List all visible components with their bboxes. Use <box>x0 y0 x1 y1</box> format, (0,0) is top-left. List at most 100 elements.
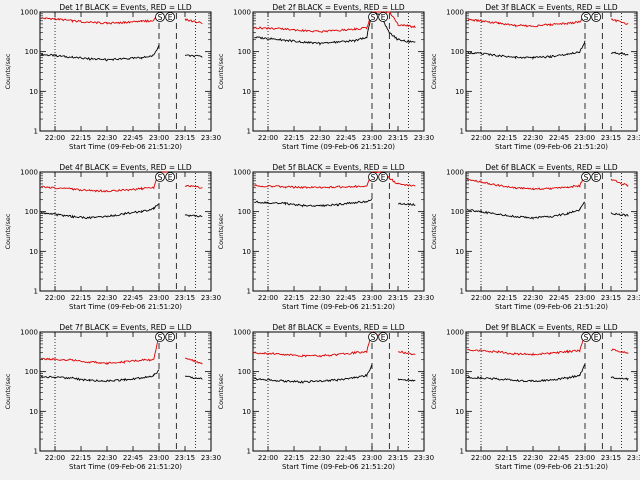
x-tick-label: 23:30 <box>201 294 221 302</box>
x-tick-label: 23:00 <box>149 134 169 142</box>
series-line-events <box>254 199 373 208</box>
detector-panel-5: Det 5f BLACK = Events, RED = LLD Counts/s… <box>217 163 434 311</box>
x-tick-label: 22:45 <box>336 134 356 142</box>
x-tick-label: 22:15 <box>71 454 91 462</box>
x-tick-label: 22:00 <box>45 134 65 142</box>
marker-label-s: S <box>371 333 376 342</box>
y-tick-label: 100 <box>238 208 251 216</box>
marker-circle <box>378 172 389 182</box>
x-tick-label: 22:00 <box>471 134 491 142</box>
series-line-lld <box>466 333 586 357</box>
plot-frame <box>39 171 212 292</box>
x-tick-label: 23:00 <box>575 134 595 142</box>
x-tick-label: 22:45 <box>549 294 569 302</box>
plot-frame <box>39 331 212 452</box>
x-tick-label: 22:45 <box>123 294 143 302</box>
series-line-lld <box>610 348 629 354</box>
y-tick-label: 1 <box>460 128 464 136</box>
series-line-events <box>184 54 203 58</box>
marker-label-s: S <box>371 173 376 182</box>
x-tick-label: 23:30 <box>627 134 640 142</box>
marker-circle <box>581 172 591 182</box>
y-axis-label: Counts/sec <box>217 373 225 409</box>
marker-label-s: S <box>371 13 376 22</box>
marker-label-e: E <box>381 173 386 182</box>
series-line-events <box>610 51 629 56</box>
plot-frame <box>252 171 425 292</box>
x-tick-label: 22:30 <box>310 294 330 302</box>
series-line-lld <box>253 331 382 358</box>
y-tick-label: 100 <box>451 368 464 376</box>
y-axis-label: Counts/sec <box>4 53 12 89</box>
marker-label-e: E <box>594 13 599 22</box>
plot-title: Det 4f BLACK = Events, RED = LLD <box>59 163 192 172</box>
x-axis-label: Start Time (09-Feb-06 21:51:20) <box>69 463 182 471</box>
x-axis-label: Start Time (09-Feb-06 21:51:20) <box>282 143 395 151</box>
x-axis-label: Start Time (09-Feb-06 21:51:20) <box>282 303 395 311</box>
series-line-events <box>610 376 629 381</box>
x-tick-label: 23:00 <box>149 294 169 302</box>
series-line-events <box>184 375 203 380</box>
y-tick-label: 10 <box>242 408 251 416</box>
y-tick-label: 1 <box>34 128 38 136</box>
plot-frame <box>465 11 638 132</box>
plot-frame <box>252 11 425 132</box>
plot-title: Det 9f BLACK = Events, RED = LLD <box>485 323 618 332</box>
x-tick-label: 22:15 <box>284 134 304 142</box>
x-axis-label: Start Time (09-Feb-06 21:51:20) <box>495 303 608 311</box>
x-tick-label: 23:00 <box>575 454 595 462</box>
x-tick-label: 23:15 <box>175 294 195 302</box>
x-tick-label: 23:30 <box>627 454 640 462</box>
x-tick-label: 22:30 <box>310 454 330 462</box>
series-line-lld <box>253 11 416 33</box>
detector-panel-3: Det 3f BLACK = Events, RED = LLD Counts/s… <box>430 3 640 151</box>
series-line-lld <box>40 334 160 365</box>
series-line-lld <box>40 12 160 25</box>
marker-circle <box>591 172 602 182</box>
series-line-events <box>40 203 160 220</box>
y-tick-label: 1 <box>34 448 38 456</box>
series-line-lld <box>467 13 586 28</box>
x-tick-label: 22:45 <box>549 134 569 142</box>
x-tick-label: 22:45 <box>549 454 569 462</box>
y-axis-label: Counts/sec <box>4 373 12 409</box>
marker-circle <box>155 172 165 182</box>
x-tick-label: 22:30 <box>523 294 543 302</box>
x-tick-label: 22:45 <box>123 134 143 142</box>
marker-label-e: E <box>594 333 599 342</box>
y-axis-label: Counts/sec <box>217 213 225 249</box>
x-axis-label: Start Time (09-Feb-06 21:51:20) <box>69 303 182 311</box>
series-line-lld <box>184 18 203 25</box>
marker-label-e: E <box>594 173 599 182</box>
series-line-lld <box>41 171 168 193</box>
x-tick-label: 23:15 <box>388 134 408 142</box>
y-axis-label: Counts/sec <box>217 53 225 89</box>
y-tick-label: 1000 <box>446 169 464 177</box>
marker-circle <box>581 12 591 22</box>
marker-circle <box>165 332 176 342</box>
marker-label-s: S <box>584 333 589 342</box>
y-tick-label: 1 <box>460 288 464 296</box>
y-tick-label: 1000 <box>20 329 38 337</box>
series-line-events <box>466 201 586 221</box>
y-tick-label: 10 <box>29 248 38 256</box>
y-axis-label: Counts/sec <box>430 373 438 409</box>
x-tick-label: 22:00 <box>471 294 491 302</box>
y-tick-label: 100 <box>25 208 38 216</box>
x-tick-label: 22:15 <box>284 454 304 462</box>
y-tick-label: 1000 <box>20 169 38 177</box>
marker-circle <box>368 332 378 342</box>
plot-title: Det 1f BLACK = Events, RED = LLD <box>59 3 192 12</box>
x-tick-label: 22:45 <box>336 454 356 462</box>
series-line-events <box>397 202 416 206</box>
x-tick-label: 22:30 <box>97 294 117 302</box>
y-tick-label: 1000 <box>20 9 38 17</box>
marker-circle <box>155 12 165 22</box>
y-tick-label: 1 <box>247 448 251 456</box>
detector-panel-2: Det 2f BLACK = Events, RED = LLD Counts/s… <box>217 3 434 151</box>
x-tick-label: 23:30 <box>414 134 434 142</box>
y-tick-label: 10 <box>455 408 464 416</box>
x-tick-label: 23:30 <box>201 454 221 462</box>
marker-circle <box>591 332 602 342</box>
series-line-events <box>254 11 416 46</box>
